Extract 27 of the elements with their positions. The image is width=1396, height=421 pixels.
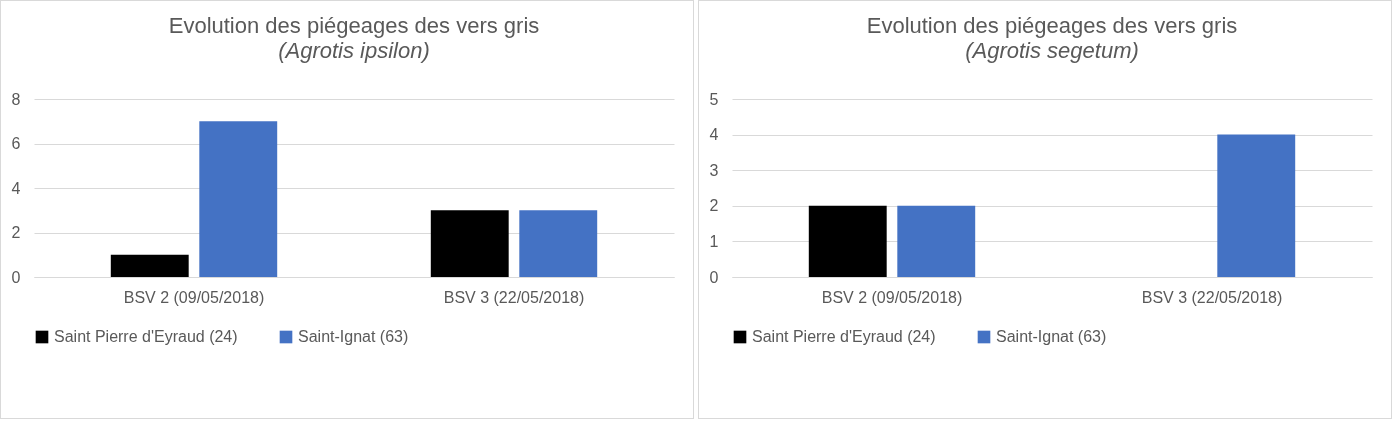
legend-label: Saint-Ignat (63)	[298, 328, 409, 345]
y-tick-label: 0	[11, 268, 21, 286]
bar	[430, 210, 509, 277]
chart-title: Evolution des piégeages des vers gris	[168, 13, 540, 38]
y-tick-label: 8	[11, 90, 21, 108]
chart-subtitle: (Agrotis segetum)	[965, 38, 1139, 63]
x-tick-label: BSV 2 (09/05/2018)	[821, 288, 963, 306]
x-tick-label: BSV 2 (09/05/2018)	[123, 288, 265, 306]
legend-label: Saint Pierre d'Eyraud (24)	[752, 328, 936, 345]
x-tick-label: BSV 3 (22/05/2018)	[1141, 288, 1283, 306]
x-tick-label: BSV 3 (22/05/2018)	[443, 288, 585, 306]
chart-title: Evolution des piégeages des vers gris	[866, 13, 1238, 38]
bar	[199, 121, 278, 277]
y-tick-label: 2	[11, 224, 21, 241]
y-tick-label: 5	[709, 90, 719, 108]
y-tick-label: 0	[709, 268, 719, 286]
bar	[110, 254, 189, 277]
legend-label: Saint Pierre d'Eyraud (24)	[54, 328, 238, 345]
legend-label: Saint-Ignat (63)	[996, 328, 1107, 345]
y-tick-label: 1	[709, 232, 719, 250]
y-tick-label: 4	[11, 179, 21, 197]
chart-subtitle: (Agrotis ipsilon)	[278, 38, 430, 63]
y-tick-label: 4	[709, 126, 719, 144]
y-tick-label: 6	[11, 135, 21, 152]
y-tick-label: 3	[709, 161, 719, 179]
y-tick-label: 2	[709, 197, 719, 215]
bar	[519, 210, 598, 277]
